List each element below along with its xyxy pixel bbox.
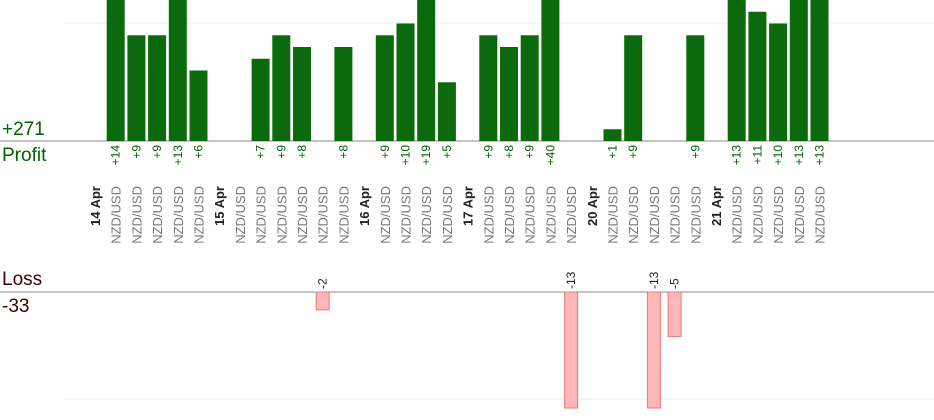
pair-label: NZD/USD <box>750 186 765 244</box>
pair-label: NZD/USD <box>730 186 745 244</box>
pair-label: NZD/USD <box>688 186 703 244</box>
profit-data-label: +10 <box>771 145 785 166</box>
profit-bar <box>748 11 767 141</box>
profit-data-label: +14 <box>109 145 123 166</box>
pair-label: NZD/USD <box>171 186 186 244</box>
pair-label: NZD/USD <box>192 186 207 244</box>
profit-data-label: +6 <box>192 145 206 159</box>
loss-total: -33 <box>2 296 30 317</box>
loss-bar <box>564 291 579 409</box>
profit-data-label: +9 <box>523 145 537 159</box>
pair-label: NZD/USD <box>523 186 538 244</box>
profit-bar <box>417 0 436 141</box>
date-label: 16 Apr <box>357 186 372 226</box>
profit-bar <box>479 35 498 141</box>
profit-data-label: +13 <box>730 145 744 166</box>
profit-bar <box>334 47 353 141</box>
pair-label: NZD/USD <box>274 186 289 244</box>
profit-bar <box>293 47 311 141</box>
profit-bar <box>624 35 643 141</box>
profit-data-label: +7 <box>254 145 268 159</box>
profit-bar <box>520 35 539 141</box>
profit-data-label: +19 <box>419 145 433 166</box>
pair-label: NZD/USD <box>792 186 807 244</box>
pair-label: NZD/USD <box>543 186 558 244</box>
pair-label: NZD/USD <box>481 186 496 244</box>
profit-data-label: +9 <box>129 145 143 159</box>
profit-bar <box>810 0 829 141</box>
date-label: 20 Apr <box>585 186 600 226</box>
profit-bar <box>686 35 705 141</box>
profit-bar <box>148 35 167 141</box>
pair-label: NZD/USD <box>150 186 165 244</box>
pair-label: NZD/USD <box>129 186 144 244</box>
profit-data-label: +8 <box>502 145 516 159</box>
pair-label: NZD/USD <box>647 186 662 244</box>
profit-bar <box>375 35 394 141</box>
profit-bar <box>603 129 622 141</box>
profit-data-label: +1 <box>606 145 620 159</box>
profit-data-label: +10 <box>399 145 413 166</box>
loss-data-label: -5 <box>668 278 682 289</box>
pair-label: NZD/USD <box>440 186 455 244</box>
profit-data-label: +8 <box>336 145 350 159</box>
pair-label: NZD/USD <box>316 186 331 244</box>
profit-data-label: +9 <box>150 145 164 159</box>
profit-bar <box>727 0 746 141</box>
profit-data-label: +8 <box>295 145 309 159</box>
profit-bar <box>189 70 208 141</box>
profit-bar <box>769 23 788 141</box>
profit-data-label: +9 <box>626 145 640 159</box>
loss-data-label: -2 <box>316 278 330 289</box>
profit-data-label: +9 <box>481 145 495 159</box>
pair-label: NZD/USD <box>502 186 517 244</box>
pair-label: NZD/USD <box>419 186 434 244</box>
date-label: 14 Apr <box>88 186 103 226</box>
pair-label: NZD/USD <box>109 186 124 244</box>
profit-data-label: +13 <box>171 145 185 166</box>
profit-data-label: +5 <box>440 145 454 159</box>
profit-data-label: +11 <box>750 145 764 165</box>
profit-bar <box>789 0 808 141</box>
profit-bar <box>396 23 415 141</box>
pair-label: NZD/USD <box>668 186 683 244</box>
pair-label: NZD/USD <box>626 186 641 244</box>
pair-label: NZD/USD <box>378 186 393 244</box>
profit-data-label: +9 <box>378 145 392 159</box>
pair-label: NZD/USD <box>564 186 579 244</box>
loss-data-label: -13 <box>647 271 661 289</box>
profit-data-label: +9 <box>274 145 288 159</box>
profit-data-label: +13 <box>813 145 827 166</box>
profit-data-label: +9 <box>688 145 702 159</box>
pair-label: NZD/USD <box>336 186 351 244</box>
pair-label: NZD/USD <box>254 186 269 244</box>
profit-label: Profit <box>2 145 47 166</box>
profit-bar <box>127 35 146 141</box>
profit-total: +271 <box>2 119 45 140</box>
pair-label: NZD/USD <box>771 186 786 244</box>
pair-label: NZD/USD <box>295 186 310 244</box>
profit-data-label: +40 <box>543 145 557 166</box>
date-label: 17 Apr <box>461 186 476 226</box>
loss-bar <box>646 291 661 409</box>
profit-bar <box>168 0 187 141</box>
profit-bar <box>106 0 125 141</box>
profit-bar <box>500 47 518 141</box>
loss-bar <box>315 291 330 311</box>
loss-data-label: -13 <box>564 271 578 289</box>
profit-bar <box>437 82 456 141</box>
pair-label: NZD/USD <box>606 186 621 244</box>
profit-bar <box>251 58 270 141</box>
profit-data-label: +13 <box>792 145 806 166</box>
loss-label: Loss <box>2 269 43 290</box>
loss-bar <box>667 291 682 338</box>
date-label: 21 Apr <box>709 186 724 226</box>
date-label: 15 Apr <box>212 186 227 226</box>
profit-bar <box>272 35 291 141</box>
pair-label: NZD/USD <box>813 186 828 244</box>
profit-bar <box>541 0 560 141</box>
pair-label: NZD/USD <box>233 186 248 244</box>
pair-label: NZD/USD <box>399 186 414 244</box>
